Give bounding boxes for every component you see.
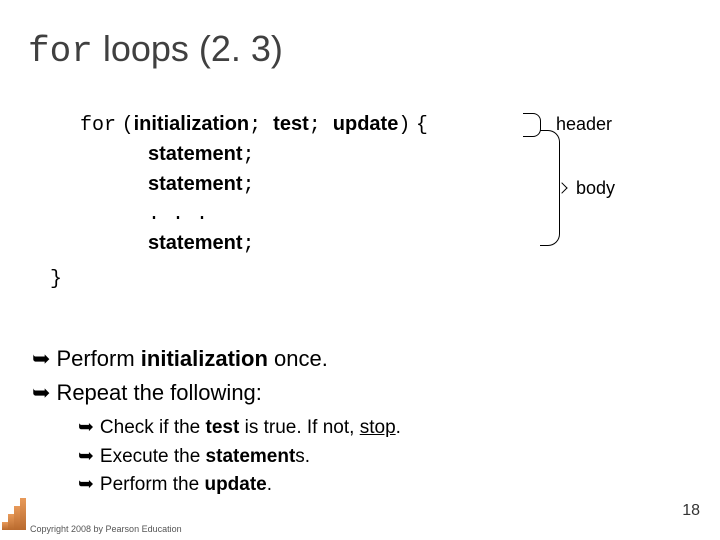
statement-1: statement bbox=[148, 143, 242, 165]
semicolon-2: ; bbox=[242, 174, 254, 197]
initialization: initialization bbox=[134, 113, 250, 135]
bullet-icon: ➥ bbox=[78, 471, 94, 500]
code-line-5: statement; bbox=[148, 229, 428, 259]
code-line-2: statement; bbox=[148, 140, 428, 170]
s2-b: statement bbox=[206, 446, 296, 467]
title-mono: for bbox=[28, 31, 93, 72]
bullet-icon: ➥ bbox=[32, 376, 50, 410]
s3-c: . bbox=[267, 474, 272, 495]
code-line-3: statement; bbox=[148, 170, 428, 200]
bullet-2: ➥ Repeat the following: bbox=[32, 376, 401, 410]
copyright-text: Copyright 2008 by Pearson Education bbox=[30, 524, 182, 534]
bullet-1: ➥ Perform initialization once. bbox=[32, 342, 401, 376]
open-brace: { bbox=[416, 114, 428, 137]
page-number: 18 bbox=[682, 502, 700, 520]
bullet-list: ➥ Perform initialization once. ➥ Repeat … bbox=[32, 342, 401, 500]
s1-stop: stop bbox=[360, 417, 396, 438]
s1-c: is true. If not, bbox=[239, 417, 359, 438]
sub-1: ➥ Check if the test is true. If not, sto… bbox=[78, 414, 401, 443]
s2-a: Execute the bbox=[100, 446, 206, 467]
semicolon-1: ; bbox=[242, 144, 254, 167]
s3-b: update bbox=[204, 474, 266, 495]
sep-2: ; bbox=[309, 114, 333, 137]
close-brace: } bbox=[50, 268, 62, 291]
update-term: update bbox=[333, 113, 399, 135]
bullet-icon: ➥ bbox=[32, 342, 50, 376]
s1-a: Check if the bbox=[100, 417, 206, 438]
sub-bullets: ➥ Check if the test is true. If not, sto… bbox=[78, 414, 401, 500]
code-line-1: for (initialization; test; update) { bbox=[80, 110, 428, 140]
code-syntax: for (initialization; test; update) { sta… bbox=[80, 110, 428, 259]
statement-n: statement bbox=[148, 232, 242, 254]
for-keyword: for bbox=[80, 114, 116, 137]
b1-c: once. bbox=[268, 346, 328, 371]
open-paren: ( bbox=[122, 114, 134, 137]
header-brace-icon bbox=[523, 113, 541, 137]
staircase-icon bbox=[2, 490, 30, 530]
test-term: test bbox=[273, 113, 309, 135]
s1-d: . bbox=[396, 417, 401, 438]
statement-2: statement bbox=[148, 173, 242, 195]
s2-c: s. bbox=[295, 446, 310, 467]
b1-a: Perform bbox=[56, 346, 140, 371]
sub-3: ➥ Perform the update. bbox=[78, 471, 401, 500]
close-paren: ) bbox=[398, 114, 410, 137]
semicolon-n: ; bbox=[242, 233, 254, 256]
b1-b: initialization bbox=[141, 346, 268, 371]
header-label: header bbox=[556, 114, 612, 135]
body-label: body bbox=[576, 178, 615, 199]
code-ellipsis: . . . bbox=[148, 200, 428, 229]
title-rest: loops (2. 3) bbox=[93, 28, 283, 69]
b2: Repeat the following: bbox=[56, 376, 261, 410]
bullet-icon: ➥ bbox=[78, 443, 94, 472]
body-brace-icon bbox=[540, 130, 560, 246]
s1-b: test bbox=[206, 417, 240, 438]
bullet-icon: ➥ bbox=[78, 414, 94, 443]
slide-title: for loops (2. 3) bbox=[28, 28, 283, 72]
sub-2: ➥ Execute the statements. bbox=[78, 443, 401, 472]
s3-a: Perform the bbox=[100, 474, 205, 495]
sep-1: ; bbox=[249, 114, 273, 137]
